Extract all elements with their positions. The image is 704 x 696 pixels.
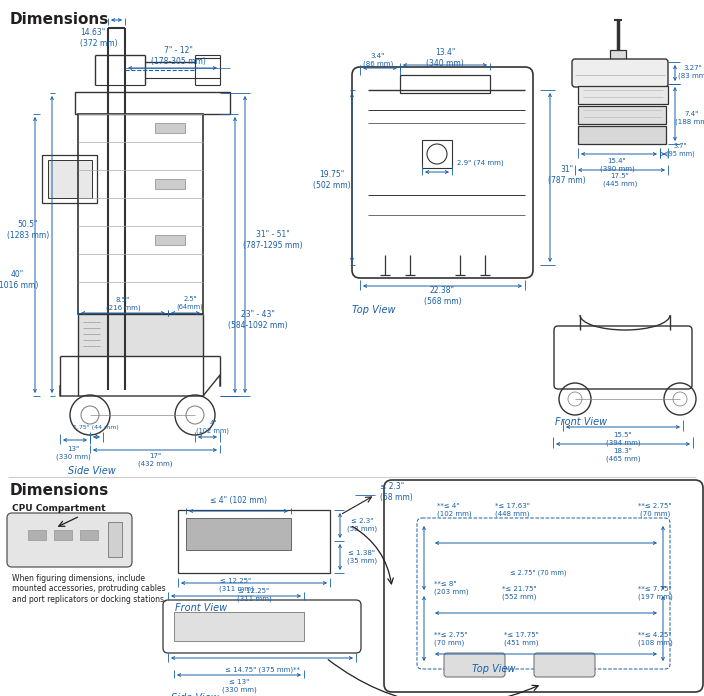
Text: 2.5"
(64mm): 2.5" (64mm) — [177, 296, 203, 310]
Text: 15.4"
(390 mm): 15.4" (390 mm) — [600, 158, 634, 172]
Text: 15.5"
(394 mm): 15.5" (394 mm) — [605, 432, 641, 445]
Text: **≤ 4.25"
(108 mm): **≤ 4.25" (108 mm) — [638, 632, 672, 646]
Text: Side View: Side View — [68, 466, 115, 476]
Bar — [155, 179, 185, 189]
Text: **≤ 2.75"
(70 mm): **≤ 2.75" (70 mm) — [639, 503, 672, 516]
Bar — [48, 160, 92, 198]
Text: Top View: Top View — [472, 664, 515, 674]
Bar — [400, 75, 490, 93]
Text: 13.4"
(340 mm): 13.4" (340 mm) — [426, 48, 464, 68]
Text: **≤ 7.75"
(197 mm): **≤ 7.75" (197 mm) — [638, 586, 672, 600]
Bar — [54, 530, 72, 540]
Text: 50.5"
(1283 mm): 50.5" (1283 mm) — [7, 221, 49, 239]
Text: **≤ 2.75"
(70 mm): **≤ 2.75" (70 mm) — [434, 632, 467, 646]
Text: 17.5"
(445 mm): 17.5" (445 mm) — [603, 173, 637, 187]
Text: ≤ 1.38"
(35 mm): ≤ 1.38" (35 mm) — [347, 551, 377, 564]
Bar — [610, 50, 626, 62]
Bar — [174, 612, 304, 641]
Bar — [78, 314, 203, 356]
Text: Dimensions: Dimensions — [10, 12, 109, 27]
Text: 13"
(330 mm): 13" (330 mm) — [56, 446, 90, 460]
Bar — [78, 114, 203, 314]
Bar — [80, 530, 98, 540]
Text: ≤ 2.3"
(58 mm): ≤ 2.3" (58 mm) — [380, 482, 413, 502]
Text: 3.4"
(86 mm): 3.4" (86 mm) — [363, 54, 393, 67]
Text: ≤ 13"
(330 mm): ≤ 13" (330 mm) — [222, 679, 256, 693]
Text: 23" - 43"
(584-1092 mm): 23" - 43" (584-1092 mm) — [228, 310, 288, 330]
Bar — [155, 235, 185, 245]
Bar — [578, 86, 668, 104]
Bar — [422, 140, 452, 168]
Text: *≤ 17.75"
(451 mm): *≤ 17.75" (451 mm) — [504, 632, 539, 646]
Text: 7.4"
(188 mm): 7.4" (188 mm) — [674, 111, 704, 125]
Text: When figuring dimensions, include
mounted accessories, protruding cables
and por: When figuring dimensions, include mounte… — [12, 574, 166, 604]
Bar — [578, 106, 666, 124]
Text: ≤ 4" (102 mm): ≤ 4" (102 mm) — [210, 496, 267, 505]
Text: *≤ 17.63"
(448 mm): *≤ 17.63" (448 mm) — [495, 503, 530, 516]
Text: Dimensions: Dimensions — [10, 483, 109, 498]
Bar — [178, 510, 330, 573]
Text: 31"
(787 mm): 31" (787 mm) — [548, 165, 586, 184]
FancyBboxPatch shape — [444, 653, 505, 677]
Bar — [186, 518, 291, 550]
Text: 8.5"
(216 mm): 8.5" (216 mm) — [106, 297, 140, 310]
Bar — [28, 530, 46, 540]
Text: 14.63"
(372 mm): 14.63" (372 mm) — [80, 29, 118, 48]
Text: 40"
(1016 mm): 40" (1016 mm) — [0, 270, 38, 290]
Text: *≤ 21.75"
(552 mm): *≤ 21.75" (552 mm) — [502, 586, 536, 600]
Text: 1.75" (44 mm): 1.75" (44 mm) — [73, 425, 119, 429]
Text: Front View: Front View — [555, 417, 607, 427]
Text: ≤ 2.3"
(58 mm): ≤ 2.3" (58 mm) — [347, 519, 377, 532]
FancyBboxPatch shape — [7, 513, 132, 567]
Bar — [578, 126, 666, 144]
Text: ≤ 2.75" (70 mm): ≤ 2.75" (70 mm) — [510, 570, 567, 576]
Text: Top View: Top View — [352, 305, 396, 315]
Text: 18.3"
(465 mm): 18.3" (465 mm) — [605, 448, 640, 461]
Bar — [75, 92, 230, 114]
Text: **≤ 4"
(102 mm): **≤ 4" (102 mm) — [437, 503, 472, 516]
Bar — [42, 155, 97, 203]
Text: Side View: Side View — [171, 693, 219, 696]
Text: 17"
(432 mm): 17" (432 mm) — [138, 453, 172, 467]
Bar — [108, 522, 122, 557]
Text: 19.75"
(502 mm): 19.75" (502 mm) — [313, 171, 351, 190]
Text: Front View: Front View — [175, 603, 227, 613]
Text: 22.38"
(568 mm): 22.38" (568 mm) — [424, 286, 461, 306]
FancyBboxPatch shape — [572, 59, 668, 87]
Text: 4"
(102 mm): 4" (102 mm) — [196, 420, 230, 434]
Text: 31" - 51"
(787-1295 mm): 31" - 51" (787-1295 mm) — [243, 230, 303, 250]
Text: ≤ 12.25"
(311 mm): ≤ 12.25" (311 mm) — [237, 588, 271, 602]
Text: ≤ 12.25"
(311 mm): ≤ 12.25" (311 mm) — [219, 578, 253, 592]
Text: **≤ 8"
(203 mm): **≤ 8" (203 mm) — [434, 581, 469, 595]
Bar — [155, 123, 185, 133]
Text: 3.27"
(83 mm): 3.27" (83 mm) — [678, 65, 704, 79]
FancyBboxPatch shape — [534, 653, 595, 677]
Text: CPU Compartment: CPU Compartment — [12, 504, 106, 513]
Text: ≤ 14.75" (375 mm)**: ≤ 14.75" (375 mm)** — [225, 667, 299, 673]
Text: 2.9" (74 mm): 2.9" (74 mm) — [457, 160, 503, 166]
Text: 3.7"
(95 mm): 3.7" (95 mm) — [665, 143, 694, 157]
Text: 7" - 12"
(178-305 mm): 7" - 12" (178-305 mm) — [151, 47, 206, 65]
